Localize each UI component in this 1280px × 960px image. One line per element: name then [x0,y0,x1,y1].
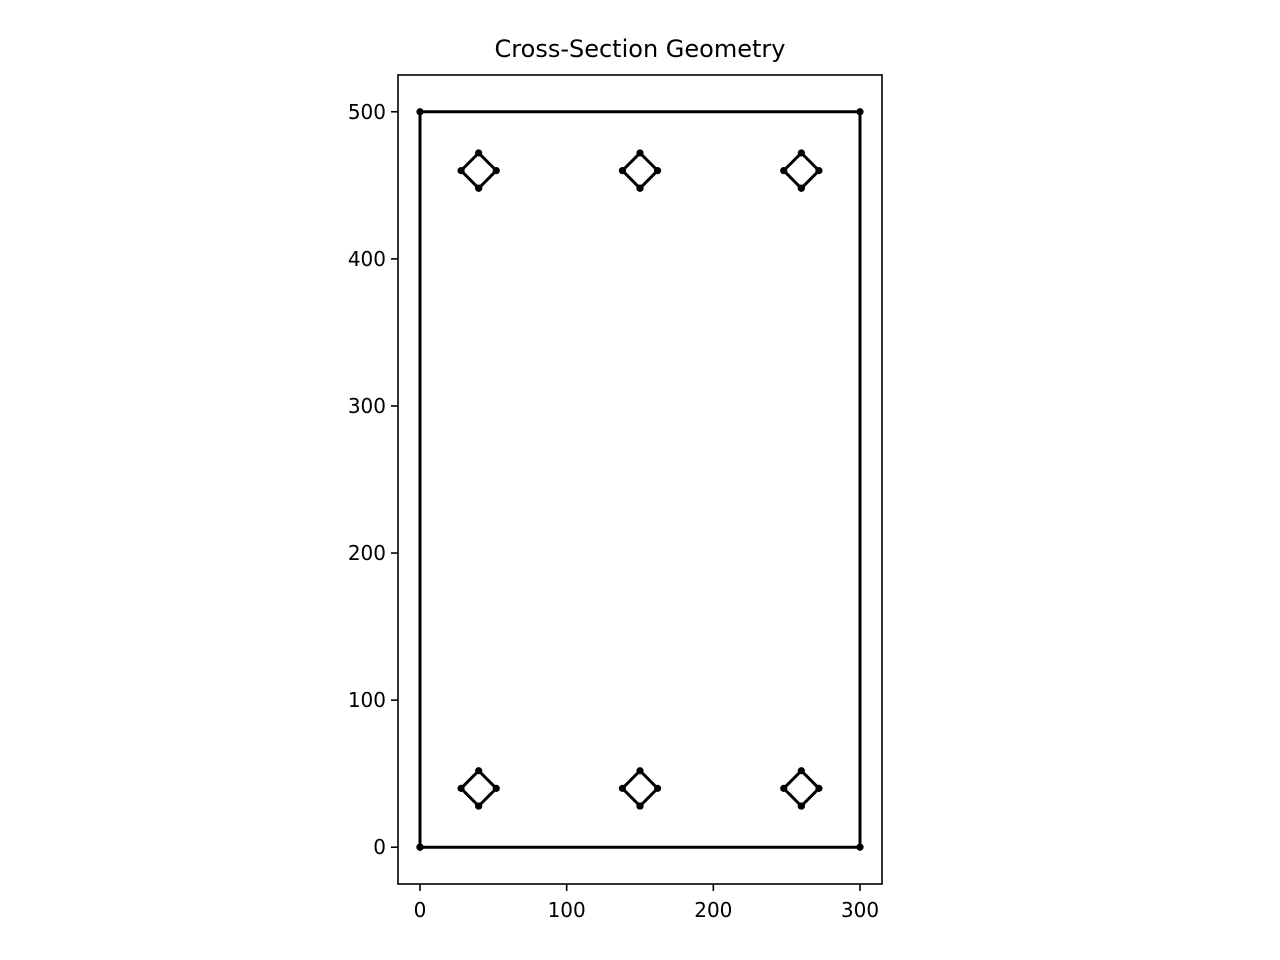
rebar-6-group [780,149,823,192]
rebar-5-group [618,149,662,192]
axes: 0 100 200 300 0 100 200 300 400 500 [348,74,883,922]
rebar-3-group [780,767,823,810]
rebar-4-point-1 [492,167,500,175]
rebar-4-group [457,149,500,192]
y-tick-label: 200 [348,541,386,565]
y-tick-label: 0 [373,835,386,859]
rebar-4-point-2 [475,149,483,157]
y-tick-label: 500 [348,100,386,124]
section-outline-point-1 [856,843,864,851]
rebar-4-point-3 [457,167,465,175]
rebar-1-point-1 [492,784,500,792]
axes-frame [397,74,883,885]
section-outline-point-4 [416,843,424,851]
rebar-2-group [618,767,662,810]
rebar-5-point-4 [636,184,644,192]
rebar-2-point-3 [618,784,627,792]
rebar-3-point-4 [797,802,805,810]
rebar-1-point-4 [475,802,483,810]
section-outline-point-2 [856,108,864,116]
rebar-2-point-1 [654,784,662,792]
rebar-6-point-4 [797,184,805,192]
rebar-1-point-2 [475,767,483,775]
rebar-5-point-2 [636,149,644,157]
rebar-1-group [457,767,500,810]
rebar-3-point-3 [780,784,788,792]
rebar-6-point-3 [780,167,788,175]
rebar-4-point-4 [475,184,483,192]
rebar-2-point-2 [636,767,644,775]
y-tick-label: 400 [348,247,386,271]
rebar-3-point-2 [797,767,805,775]
x-tick-label: 300 [841,898,879,922]
section-outline-point-3 [416,108,424,116]
plot-area [416,108,864,851]
chart-title: Cross-Section Geometry [495,35,786,63]
x-tick-label: 200 [694,898,732,922]
rebar-1-point-3 [457,784,465,792]
y-tick-label: 300 [348,394,386,418]
rebar-5-point-3 [618,167,627,175]
rebar-3-point-1 [815,784,823,792]
rebar-2-point-4 [636,802,644,810]
rebar-5-point-1 [654,167,662,175]
x-tick-label: 100 [548,898,586,922]
rebar-6-point-1 [815,167,823,175]
section-outline-group [416,108,864,851]
y-tick-label: 100 [348,688,386,712]
x-tick-label: 0 [414,898,427,922]
rebar-6-point-2 [797,149,805,157]
